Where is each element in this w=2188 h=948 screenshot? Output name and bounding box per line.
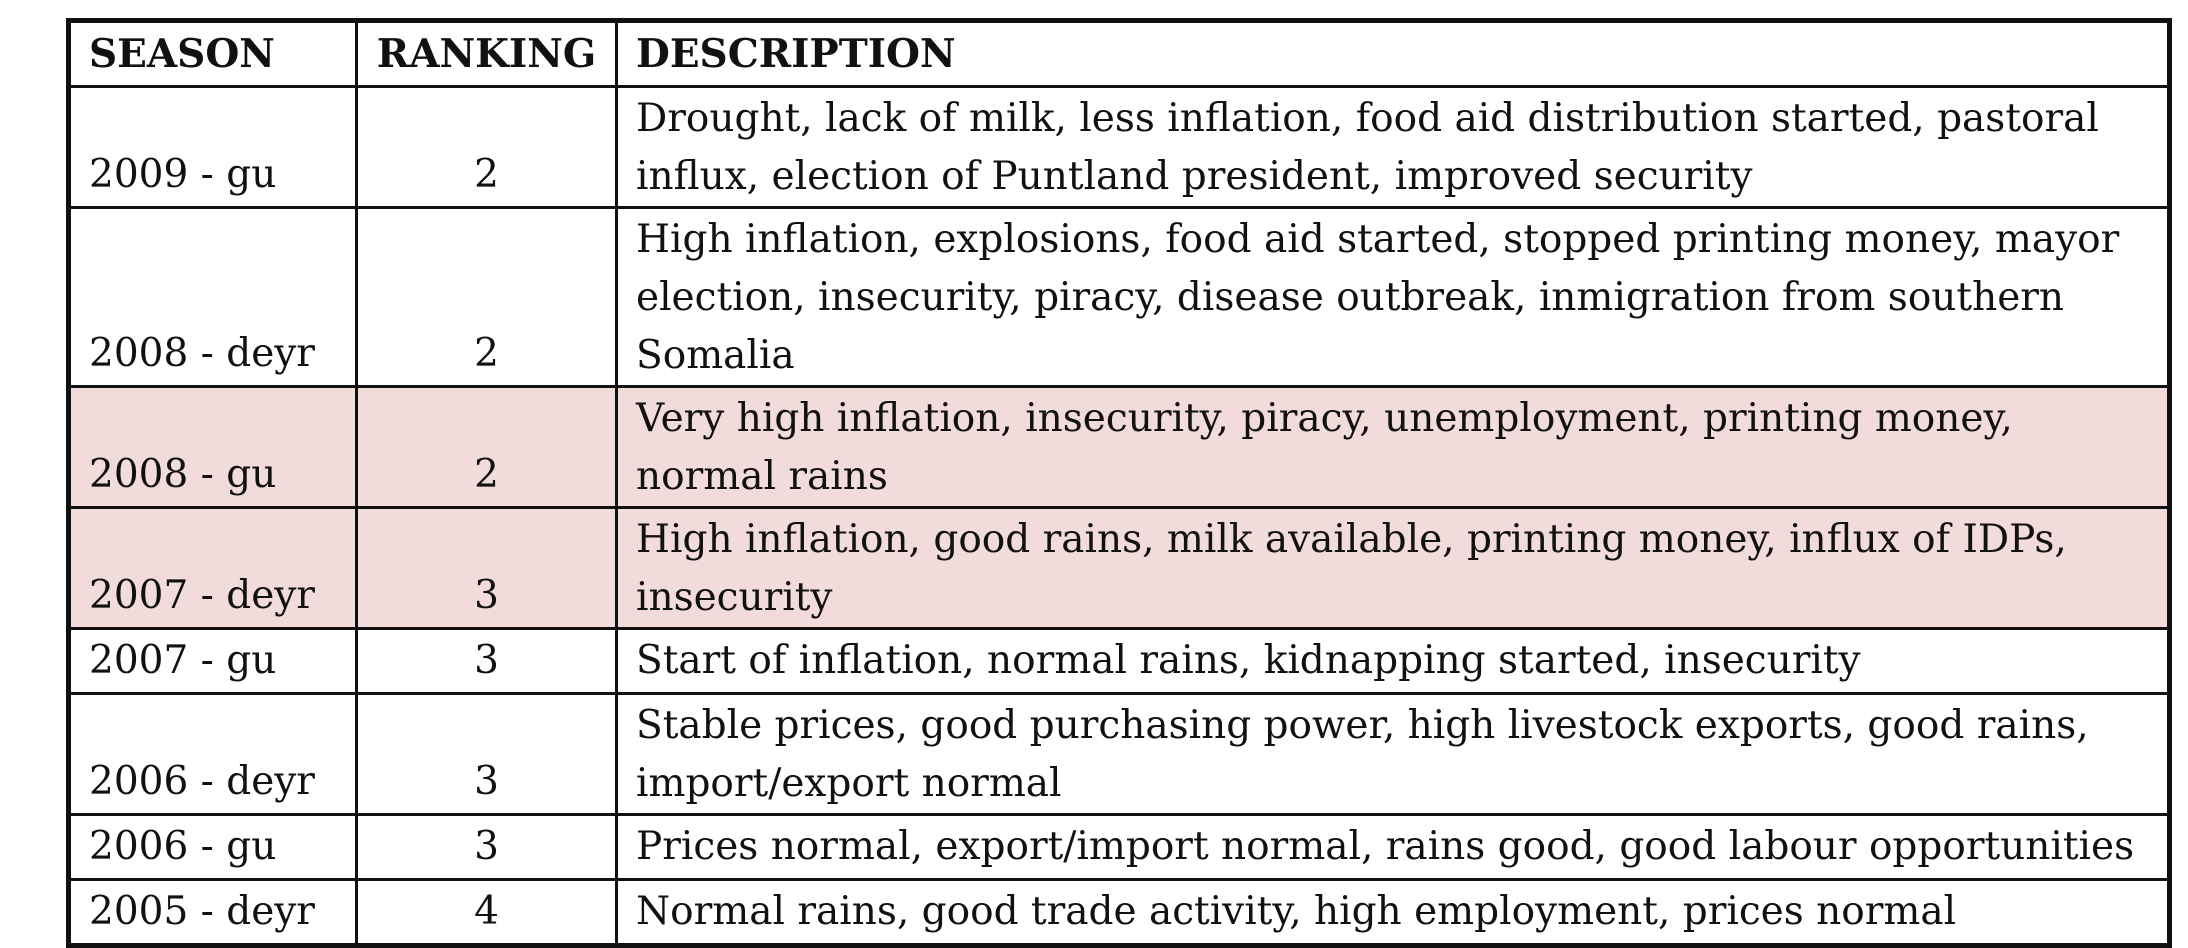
table-row: 2008 - deyr 2 High inflation, explosions… — [67, 206, 2171, 388]
season-cell: 2009 - gu — [67, 85, 358, 209]
header-season: SEASON — [67, 19, 358, 88]
table-row: 2005 - deyr 4 Normal rains, good trade a… — [67, 878, 2171, 947]
season-cell: 2007 - deyr — [67, 506, 358, 630]
season-cell: 2007 - gu — [67, 627, 358, 695]
season-ranking-table: SEASON RANKING DESCRIPTION 2009 - gu 2 D… — [66, 18, 2172, 948]
description-cell: Very high inflation, insecurity, piracy,… — [615, 385, 2171, 509]
ranking-cell: 3 — [355, 506, 618, 630]
ranking-cell: 3 — [355, 692, 618, 816]
table-row: 2006 - gu 3 Prices normal, export/import… — [67, 813, 2171, 881]
description-cell: High inflation, good rains, milk availab… — [615, 506, 2171, 630]
table-row: 2009 - gu 2 Drought, lack of milk, less … — [67, 85, 2171, 209]
description-cell: Drought, lack of milk, less inflation, f… — [615, 85, 2171, 209]
season-cell: 2008 - gu — [67, 385, 358, 509]
ranking-cell: 2 — [355, 206, 618, 388]
ranking-cell: 2 — [355, 85, 618, 209]
header-row: SEASON RANKING DESCRIPTION — [67, 19, 2171, 88]
description-cell: Start of inflation, normal rains, kidnap… — [615, 627, 2171, 695]
header-ranking: RANKING — [355, 19, 618, 88]
table-row: 2006 - deyr 3 Stable prices, good purcha… — [67, 692, 2171, 816]
season-cell: 2005 - deyr — [67, 878, 358, 947]
table-row: 2007 - deyr 3 High inflation, good rains… — [67, 506, 2171, 630]
season-cell: 2008 - deyr — [67, 206, 358, 388]
description-cell: Stable prices, good purchasing power, hi… — [615, 692, 2171, 816]
table-row: 2007 - gu 3 Start of inflation, normal r… — [67, 627, 2171, 695]
table-row: 2008 - gu 2 Very high inflation, insecur… — [67, 385, 2171, 509]
ranking-cell: 3 — [355, 627, 618, 695]
ranking-cell: 4 — [355, 878, 618, 947]
season-cell: 2006 - gu — [67, 813, 358, 881]
header-description: DESCRIPTION — [615, 19, 2171, 88]
description-cell: Prices normal, export/import normal, rai… — [615, 813, 2171, 881]
description-cell: Normal rains, good trade activity, high … — [615, 878, 2171, 947]
ranking-cell: 3 — [355, 813, 618, 881]
ranking-cell: 2 — [355, 385, 618, 509]
description-cell: High inflation, explosions, food aid sta… — [615, 206, 2171, 388]
season-cell: 2006 - deyr — [67, 692, 358, 816]
